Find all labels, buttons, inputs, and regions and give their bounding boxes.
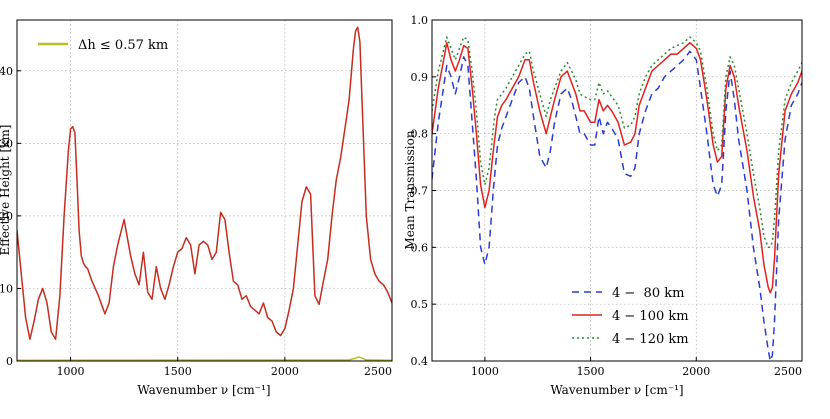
y-tick-label-left: 30 [0, 137, 13, 150]
x-tick-label-right: 2500 [774, 365, 802, 378]
effective-height-panel: 1000 1500 2000 2500 0 10 20 30 40 Wavenumber ν … [0, 19, 393, 397]
x-axis-label-right: Wavenumber ν [cm⁻¹] [550, 383, 683, 397]
legend-right: 4 − 80 km 4 − 100 km 4 − 120 km [572, 286, 689, 347]
series-line-left-1 [17, 356, 392, 361]
series-line-right-1 [432, 41, 802, 294]
y-tick-label-right: 0.4 [411, 355, 429, 368]
x-tick-label-left: 1500 [164, 365, 192, 378]
y-tick-label-left: 20 [0, 210, 13, 223]
legend-label-deltah: Δh ≤ 0.57 km [78, 38, 168, 53]
series-line-left-0 [17, 26, 392, 340]
y-tick-label-right: 1.0 [411, 14, 429, 27]
series-line-right-0 [432, 50, 802, 361]
y-tick-label-right: 0.7 [411, 185, 429, 198]
x-tick-label-left: 2000 [271, 365, 299, 378]
y-tick-label-right: 0.5 [411, 298, 429, 311]
y-ticks-right: 0.4 0.5 0.6 0.7 0.8 0.9 1.0 [411, 14, 436, 368]
series-line-right-2 [432, 36, 802, 249]
x-axis-label-left: Wavenumber ν [cm⁻¹] [137, 383, 270, 397]
x-tick-label-left: 2500 [364, 365, 392, 378]
legend-label-120km: 4 − 120 km [612, 332, 689, 347]
plot-frame-left [16, 19, 393, 362]
legend-label-80km: 4 − 80 km [612, 286, 684, 301]
mean-transmission-panel: 1000 1500 2000 2500 0.4 0.5 0.6 0.7 0.8 0.9 1.0 W… [403, 14, 803, 397]
x-tick-label-left: 1000 [57, 365, 85, 378]
y-axis-label-left: Effective Height [km] [0, 125, 12, 256]
y-tick-label-right: 0.9 [411, 71, 429, 84]
y-tick-label-left: 10 [0, 282, 13, 295]
y-tick-label-left: 40 [0, 65, 13, 78]
x-ticks-right: 1000 1500 2000 2500 [471, 357, 803, 378]
x-ticks-left: 1000 1500 2000 2500 [57, 357, 393, 378]
x-tick-label-right: 1500 [577, 365, 605, 378]
series-right [432, 36, 802, 361]
y-tick-label-right: 0.6 [411, 241, 429, 254]
y-tick-label-right: 0.8 [411, 128, 429, 141]
y-tick-label-left: 0 [6, 355, 13, 368]
x-tick-label-right: 1000 [471, 365, 499, 378]
y-axis-label-right: Mean Transmission [403, 130, 417, 249]
legend-label-100km: 4 − 100 km [612, 309, 689, 324]
legend-left: Δh ≤ 0.57 km [38, 38, 168, 53]
x-tick-label-right: 2000 [682, 365, 710, 378]
series-left [17, 26, 392, 361]
y-ticks-left: 0 10 20 30 40 [0, 65, 21, 368]
